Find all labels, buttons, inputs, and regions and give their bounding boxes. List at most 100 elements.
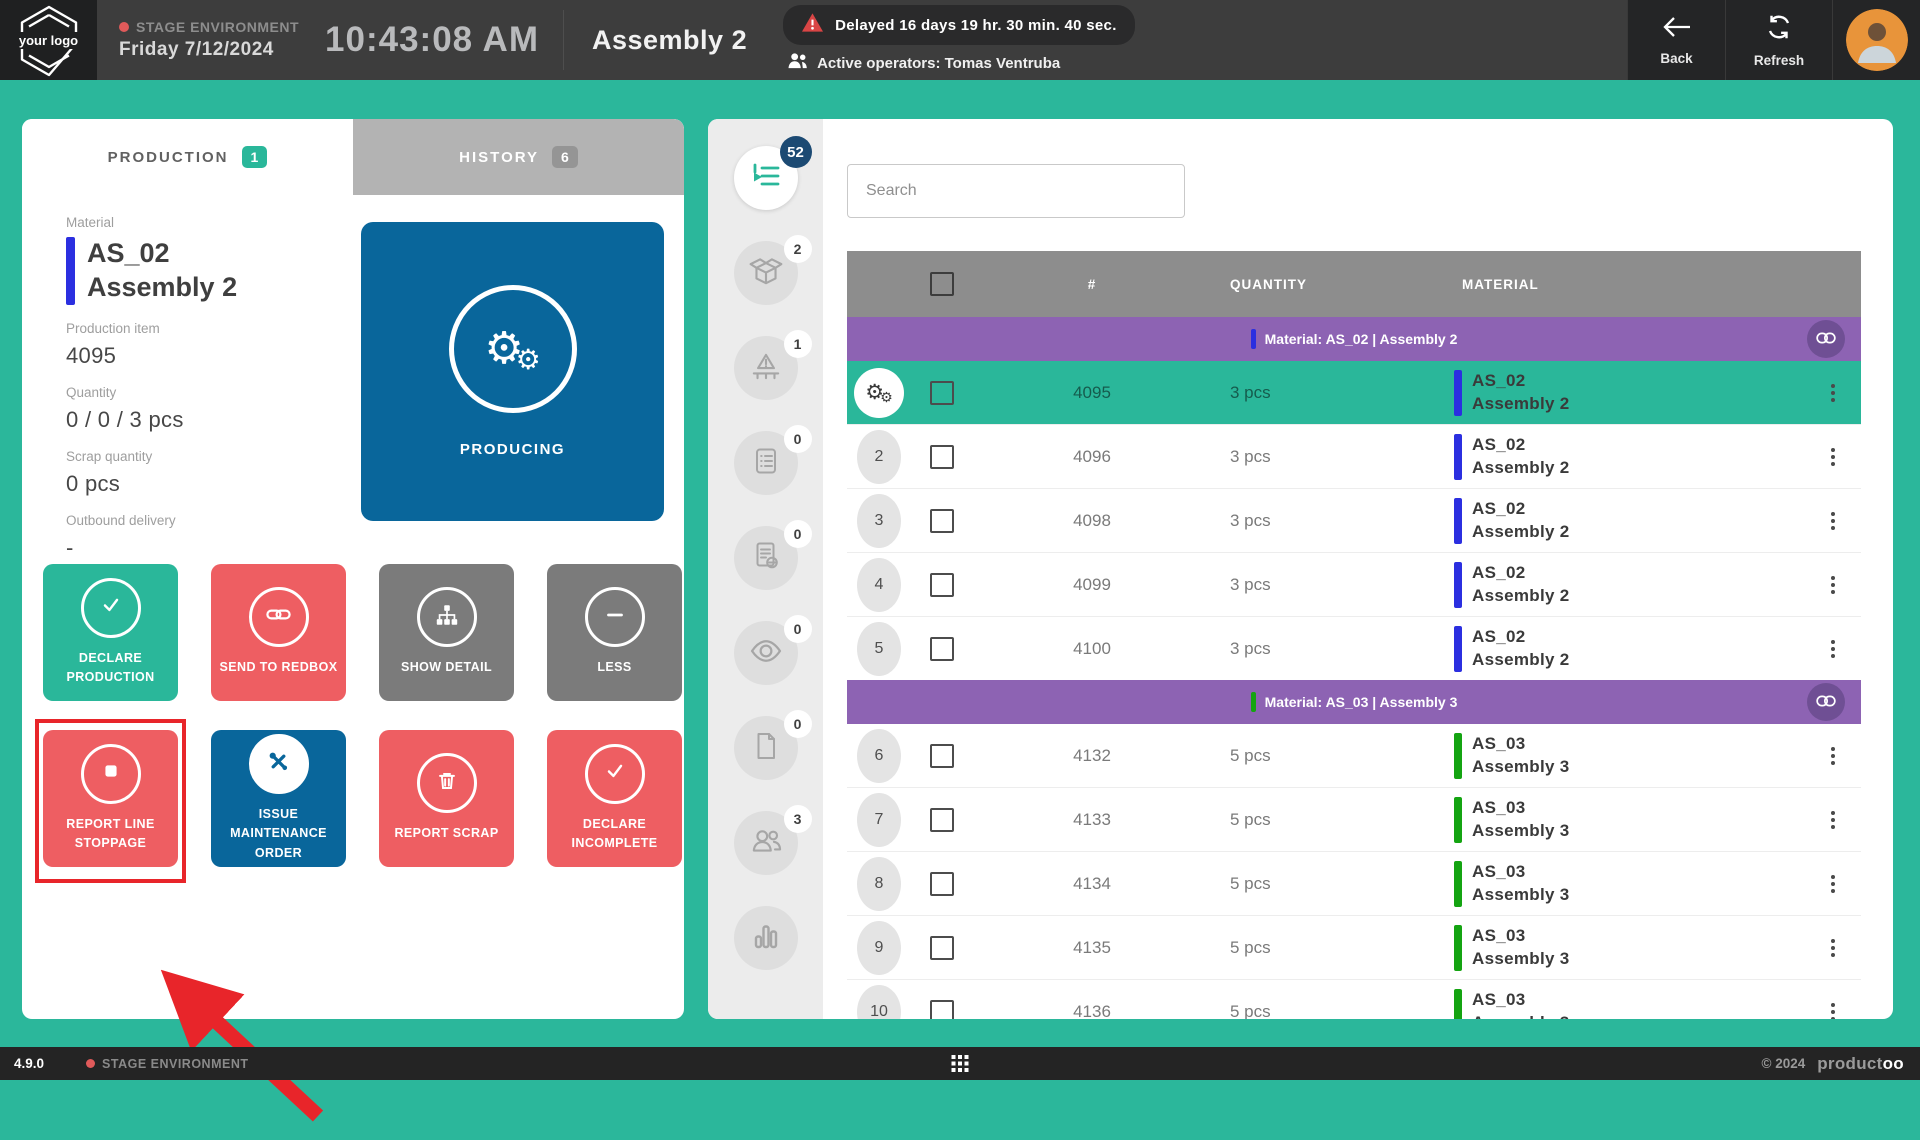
material-color-bar (1454, 433, 1462, 480)
tab-history[interactable]: HISTORY 6 (353, 119, 684, 195)
order-row[interactable]: 10 4136 5 pcs AS_03 Assembly 3 (847, 979, 1861, 1019)
row-checkbox[interactable] (930, 743, 954, 768)
link-group-button[interactable] (1807, 320, 1845, 358)
refresh-icon (1765, 13, 1793, 46)
copyright: © 2024 (1761, 1056, 1806, 1071)
order-row[interactable]: 9 4135 5 pcs AS_03 Assembly 3 (847, 915, 1861, 979)
stop-icon (98, 758, 124, 789)
material-code: AS_02 (1472, 627, 1526, 647)
row-checkbox[interactable] (930, 636, 954, 661)
row-checkbox[interactable] (930, 871, 954, 896)
report-scrap-button[interactable]: REPORT SCRAP (379, 730, 514, 867)
row-checkbox[interactable] (930, 508, 954, 533)
material-name: Assembly 2 (1472, 393, 1570, 413)
rail-item-checklists[interactable]: 0 (733, 425, 812, 495)
material-group-label: Material: AS_02 | Assembly 2 (1264, 331, 1458, 347)
status-bar: 4.9.0 STAGE ENVIRONMENT © 2024 productoo (0, 1047, 1920, 1080)
row-menu-button[interactable] (1805, 506, 1861, 536)
report-line-stoppage-button[interactable]: REPORT LINE STOPPAGE (43, 730, 178, 867)
production-item-label: Production item (66, 320, 160, 336)
rail-item-packaging[interactable]: 2 (733, 235, 812, 305)
order-quantity: 3 pcs (1230, 510, 1271, 530)
delay-badge: Delayed 16 days 19 hr. 30 min. 40 sec. (783, 5, 1135, 45)
rail-item-documents[interactable]: 0 (733, 710, 812, 780)
issue-maintenance-order-button[interactable]: ISSUE MAINTENANCE ORDER (211, 730, 346, 867)
row-menu-button[interactable] (1805, 805, 1861, 835)
button-label: DECLARE PRODUCTION (66, 650, 155, 684)
material-color-bar (1454, 369, 1462, 416)
material-name: Assembly 3 (1472, 756, 1570, 776)
declare-incomplete-button[interactable]: DECLARE INCOMPLETE (547, 730, 682, 867)
order-quantity: 5 pcs (1230, 937, 1271, 957)
rail-item-work-instructions[interactable]: 0 (733, 520, 812, 590)
row-menu-button[interactable] (1805, 378, 1861, 408)
rail-badge: 2 (783, 235, 812, 263)
row-menu-button[interactable] (1805, 933, 1861, 963)
row-checkbox[interactable] (930, 572, 954, 597)
user-menu[interactable] (1832, 0, 1920, 80)
send-to-redbox-button[interactable]: SEND TO REDBOX (211, 564, 346, 701)
row-checkbox[interactable] (930, 444, 954, 469)
quantity-value: 0 / 0 / 3 pcs (66, 406, 184, 432)
footer-environment: STAGE ENVIRONMENT (86, 1057, 248, 1071)
row-checkbox[interactable] (930, 935, 954, 960)
order-row[interactable]: 8 4134 5 pcs AS_03 Assembly 3 (847, 851, 1861, 915)
row-menu-button[interactable] (1805, 869, 1861, 899)
row-menu-button[interactable] (1805, 570, 1861, 600)
producing-gears-icon: ⚙ ⚙ (854, 367, 904, 418)
row-index: 2 (857, 429, 901, 484)
sitemap-icon (434, 602, 460, 633)
rail-badge: 0 (783, 710, 812, 738)
search-input[interactable] (847, 164, 1185, 218)
people-icon (748, 823, 784, 864)
column-material: MATERIAL (1462, 276, 1539, 292)
warning-triangle-icon (801, 12, 824, 38)
order-number: 4096 (1073, 446, 1111, 466)
order-row[interactable]: 7 4133 5 pcs AS_03 Assembly 3 (847, 787, 1861, 851)
material-color-tick (1250, 329, 1256, 349)
order-row[interactable]: 5 4100 3 pcs AS_02 Assembly 2 (847, 616, 1861, 680)
row-menu-button[interactable] (1805, 997, 1861, 1019)
material-name: Assembly 3 (1472, 1012, 1570, 1020)
back-button[interactable]: Back (1627, 0, 1725, 80)
order-row[interactable]: 6 4132 5 pcs AS_03 Assembly 3 (847, 724, 1861, 787)
tab-production[interactable]: PRODUCTION 1 (22, 119, 353, 195)
row-menu-button[interactable] (1805, 741, 1861, 771)
rail-item-line-stoppages[interactable]: 1 (733, 330, 812, 400)
order-number: 4133 (1073, 809, 1111, 829)
rail-item-production-queue[interactable]: 52 (733, 136, 812, 210)
document-icon (749, 729, 783, 768)
link-icon (1816, 694, 1836, 711)
select-all-checkbox[interactable] (930, 272, 954, 296)
rail-item-operators[interactable]: 3 (733, 805, 812, 875)
rail-badge: 0 (783, 520, 812, 548)
link-group-button[interactable] (1807, 683, 1845, 721)
refresh-button[interactable]: Refresh (1725, 0, 1832, 80)
material-color-bar (1454, 860, 1462, 907)
material-group-label: Material: AS_03 | Assembly 3 (1264, 694, 1458, 710)
show-detail-button[interactable]: SHOW DETAIL (379, 564, 514, 701)
row-menu-button[interactable] (1805, 442, 1861, 472)
tab-production-badge: 1 (241, 146, 268, 168)
order-row[interactable]: 3 4098 3 pcs AS_02 Assembly 2 (847, 488, 1861, 552)
material-code: AS_02 (1472, 435, 1526, 455)
order-row[interactable]: ⚙ ⚙ 4095 3 pcs AS_02 Assembly 2 (847, 361, 1861, 424)
rail-item-statistics[interactable] (733, 906, 798, 970)
row-checkbox[interactable] (930, 807, 954, 832)
producing-status-tile[interactable]: ⚙ ⚙ PRODUCING (361, 222, 664, 521)
company-logo[interactable]: your logo (0, 0, 97, 80)
row-checkbox[interactable] (930, 380, 954, 405)
apps-grid-icon[interactable] (951, 1055, 969, 1077)
row-menu-button[interactable] (1805, 634, 1861, 664)
row-checkbox[interactable] (930, 999, 954, 1019)
action-buttons: DECLARE PRODUCTION SEND TO REDBOX SHOW D… (43, 564, 682, 867)
less-button[interactable]: LESS (547, 564, 682, 701)
environment-dot-icon (86, 1059, 96, 1068)
order-row[interactable]: 4 4099 3 pcs AS_02 Assembly 2 (847, 552, 1861, 616)
outbound-value: - (66, 534, 74, 560)
declare-production-button[interactable]: DECLARE PRODUCTION (43, 564, 178, 701)
rail-item-inspections[interactable]: 0 (733, 615, 812, 685)
material-code: AS_02 (1472, 563, 1526, 583)
order-row[interactable]: 2 4096 3 pcs AS_02 Assembly 2 (847, 424, 1861, 488)
order-quantity: 3 pcs (1230, 574, 1271, 594)
